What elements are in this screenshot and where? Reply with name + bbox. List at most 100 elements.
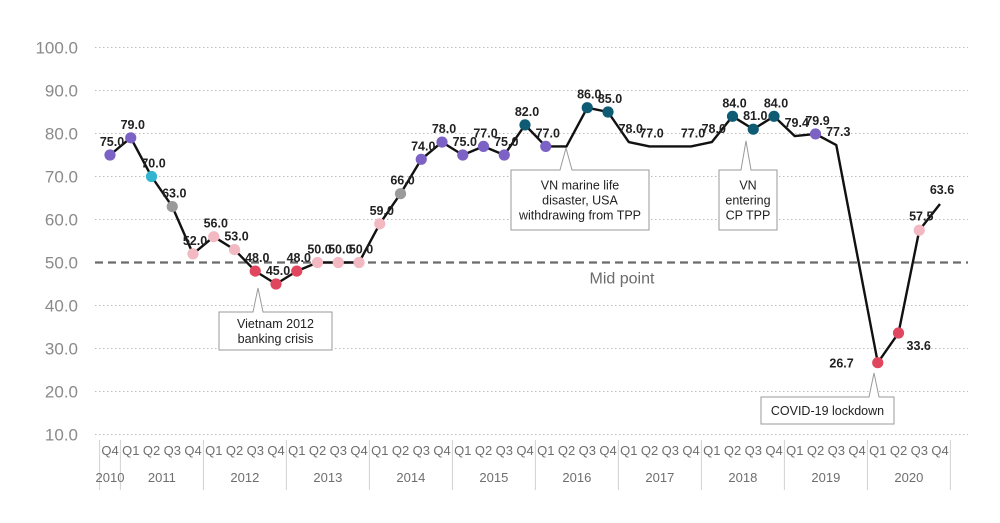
callout-box [718, 140, 778, 231]
data-point [187, 248, 199, 260]
data-label: 79.0 [121, 118, 145, 132]
y-tick-label: 40.0 [45, 297, 78, 316]
data-label: 81.0 [743, 109, 767, 123]
data-point [145, 170, 158, 183]
x-tick-quarter: Q4 [267, 443, 284, 458]
data-point [353, 256, 365, 269]
y-tick-label: 80.0 [45, 125, 78, 144]
data-label: 50.0 [349, 243, 373, 257]
x-tick-quarter: Q4 [599, 443, 616, 458]
x-tick-quarter: Q2 [807, 443, 824, 458]
y-tick-label: 20.0 [45, 383, 78, 402]
x-tick-quarter: Q3 [911, 443, 928, 458]
data-point [540, 140, 552, 152]
x-tick-quarter: Q1 [537, 443, 554, 458]
callout-box [760, 372, 895, 425]
data-label: 84.0 [764, 96, 788, 110]
x-tick-quarter: Q3 [828, 443, 845, 458]
x-tick-quarter: Q4 [433, 443, 450, 458]
x-tick-quarter: Q2 [392, 443, 409, 458]
x-tick-quarter: Q3 [247, 443, 264, 458]
data-point [457, 149, 469, 161]
data-line [109, 106, 941, 364]
x-tick-quarter: Q4 [765, 443, 782, 458]
x-tick-quarter: Q2 [143, 443, 160, 458]
data-point [913, 224, 925, 236]
callout-text: disaster, USA [542, 194, 618, 208]
callout-text: entering [725, 194, 770, 208]
data-label: 56.0 [204, 217, 228, 231]
data-label: 78.0 [702, 122, 726, 136]
data-label: 78.0 [619, 122, 643, 136]
x-tick-quarter: Q4 [848, 443, 865, 458]
data-label: 75.0 [453, 135, 477, 149]
x-tick-quarter: Q3 [745, 443, 762, 458]
x-tick-year: 2016 [562, 470, 591, 485]
x-tick-year: 2010 [96, 470, 125, 485]
data-label: 77.0 [639, 126, 663, 140]
data-label: 84.0 [722, 96, 746, 110]
series-line [109, 106, 941, 364]
callout-text: COVID-19 lockdown [771, 404, 884, 418]
data-point [208, 231, 220, 243]
x-tick-quarter: Q2 [890, 443, 907, 458]
data-point [311, 256, 324, 269]
x-tick-quarter: Q1 [288, 443, 305, 458]
callout-text: CP TPP [726, 209, 771, 223]
y-tick-label: 60.0 [45, 211, 78, 230]
data-label: 75.0 [494, 135, 518, 149]
data-label: 52.0 [183, 234, 207, 248]
x-tick-year: 2012 [230, 470, 259, 485]
data-point [581, 102, 593, 114]
data-label: 70.0 [141, 157, 165, 171]
callout-text: Vietnam 2012 [237, 317, 314, 331]
x-tick-quarter: Q3 [164, 443, 181, 458]
midpoint-label: Mid point [590, 271, 655, 288]
x-tick-quarter: Q4 [682, 443, 699, 458]
x-tick-quarter: Q1 [620, 443, 637, 458]
y-tick-label: 50.0 [45, 254, 78, 273]
data-label: 48.0 [287, 251, 311, 265]
data-point [726, 110, 739, 122]
data-label: 75.0 [100, 135, 124, 149]
x-tick-quarter: Q1 [786, 443, 803, 458]
data-label: 50.0 [307, 243, 331, 257]
data-point [602, 106, 614, 118]
x-tick-quarter: Q4 [931, 443, 948, 458]
callout-box [510, 146, 650, 231]
x-tick-quarter: Q3 [496, 443, 513, 458]
data-point [394, 188, 407, 200]
data-label: 26.7 [829, 357, 853, 371]
x-tick-year: 2019 [811, 470, 840, 485]
callout-box [218, 287, 333, 351]
data-labels: 75.0 79.0 70.0 63.0 52.0 56.053.0 48.045.048.0… [100, 88, 954, 371]
x-tick-quarter: Q1 [454, 443, 471, 458]
data-label: 63.0 [162, 187, 186, 201]
data-label: 82.0 [515, 105, 539, 119]
annotation-covid: COVID-19 lockdown [760, 372, 895, 425]
x-tick-quarter: Q4 [184, 443, 201, 458]
data-label: 77.3 [826, 125, 850, 139]
data-point [436, 136, 448, 148]
x-tick-year: 2020 [894, 470, 923, 485]
data-label: 79.4 [785, 116, 809, 130]
data-point [332, 256, 344, 269]
data-point [270, 278, 282, 290]
data-label: 77.0 [681, 126, 705, 140]
y-tick-label: 30.0 [45, 340, 78, 359]
data-label: 53.0 [224, 230, 248, 244]
data-label: 50.0 [328, 243, 352, 257]
data-label: 45.0 [266, 264, 290, 278]
data-label: 78.0 [432, 122, 456, 136]
data-label: 86.0 [577, 88, 601, 102]
data-label: 77.0 [536, 126, 560, 140]
data-label: 33.6 [907, 339, 931, 353]
x-tick-quarter: Q1 [703, 443, 720, 458]
x-tick-quarter: Q4 [516, 443, 533, 458]
data-point [415, 153, 427, 165]
data-point [374, 218, 386, 230]
x-tick-quarter: Q3 [413, 443, 430, 458]
